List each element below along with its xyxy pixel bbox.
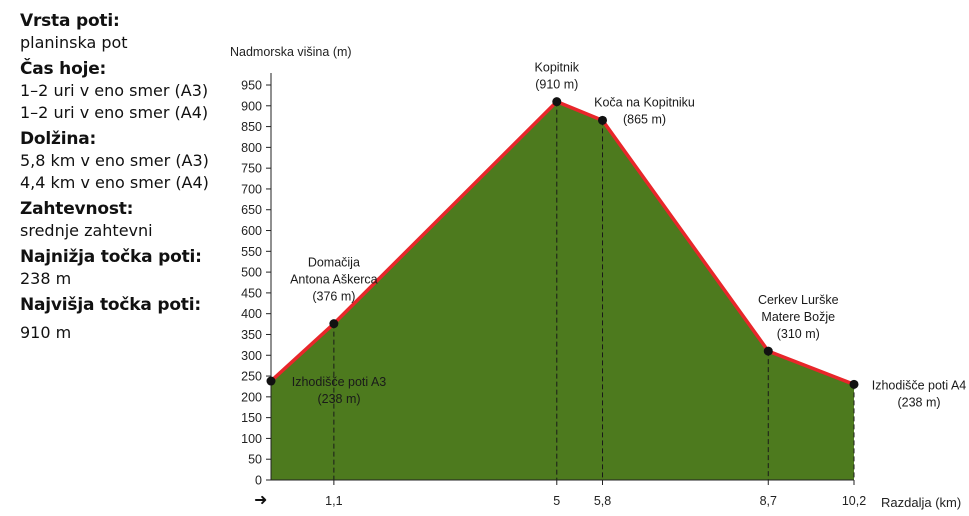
- point-label-line: Izhodišče poti A4: [872, 378, 967, 392]
- y-tick-label: 450: [241, 286, 262, 300]
- y-tick-label: 300: [241, 349, 262, 363]
- info-label: Čas hoje:: [20, 59, 107, 79]
- point-label-line: (910 m): [535, 78, 578, 92]
- y-tick-label: 0: [255, 474, 262, 488]
- info-value: srednje zahtevni: [20, 221, 153, 240]
- point-marker: [849, 379, 859, 389]
- point-label-line: (865 m): [623, 112, 666, 126]
- info-value: 4,4 km v eno smer (A4): [20, 173, 209, 192]
- x-tick-label: 1,1: [325, 494, 342, 508]
- point-label-line: Koča na Kopitniku: [594, 95, 695, 109]
- y-tick-label: 600: [241, 224, 262, 238]
- y-axis-label: Nadmorska višina (m): [230, 45, 352, 59]
- point-label-line: Kopitnik: [535, 61, 580, 75]
- info-label: Dolžina:: [20, 129, 97, 149]
- point-label-line: Matere Božje: [761, 310, 835, 324]
- point-label-line: Izhodišče poti A3: [292, 375, 387, 389]
- y-tick-label: 150: [241, 411, 262, 425]
- info-label: Zahtevnost:: [20, 199, 134, 219]
- y-tick-label: 250: [241, 370, 262, 384]
- y-tick-label: 350: [241, 328, 262, 342]
- y-tick-label: 650: [241, 203, 262, 217]
- y-tick-label: 750: [241, 162, 262, 176]
- point-label: Cerkev Lurške Matere Božje (310 m): [758, 293, 839, 341]
- info-value: 1–2 uri v eno smer (A4): [20, 103, 209, 122]
- info-label: Vrsta poti:: [20, 11, 120, 31]
- point-label-line: (376 m): [312, 290, 355, 304]
- point-label-line: (238 m): [897, 395, 940, 409]
- point-label-line: Cerkev Lurške: [758, 293, 839, 307]
- point-marker: [598, 115, 608, 125]
- point-label: Izhodišče poti A3 (238 m): [292, 375, 387, 406]
- x-axis-label: Razdalja (km): [881, 495, 961, 510]
- point-label-line: Antona Aškerca: [290, 273, 378, 287]
- point-marker: [763, 346, 773, 356]
- info-label: Najnižja točka poti:: [20, 247, 202, 267]
- point-label: Koča na Kopitniku (865 m): [594, 95, 695, 126]
- point-label: Izhodišče poti A4 (238 m): [872, 378, 967, 409]
- elevation-line: [269, 99, 855, 386]
- x-tick-label: 8,7: [760, 494, 777, 508]
- point-label: Domačija Antona Aškerca (376 m): [290, 256, 378, 304]
- y-tick-label: 100: [241, 432, 262, 446]
- elevation-area: [271, 101, 854, 480]
- y-tick-label: 700: [241, 182, 262, 196]
- point-marker: [329, 319, 339, 329]
- y-tick-label: 900: [241, 99, 262, 113]
- point-label: Kopitnik (910 m): [535, 61, 580, 92]
- trail-info-panel: Vrsta poti: planinska pot Čas hoje: 1–2 uri…: [20, 10, 225, 344]
- info-value: 5,8 km v eno smer (A3): [20, 151, 209, 170]
- x-tick-label: 5: [553, 494, 560, 508]
- x-tick-label: 10,2: [842, 494, 866, 508]
- y-tick-label: 400: [241, 307, 262, 321]
- y-tick-label: 50: [248, 453, 262, 467]
- y-tick-label: 850: [241, 120, 262, 134]
- point-label-line: (310 m): [777, 327, 820, 341]
- y-tick-label: 950: [241, 79, 262, 93]
- info-value: 1–2 uri v eno smer (A3): [20, 81, 209, 100]
- info-value: planinska pot: [20, 33, 128, 52]
- info-label: Najvišja točka poti:: [20, 295, 201, 315]
- y-tick-label: 550: [241, 245, 262, 259]
- y-tick-label: 500: [241, 266, 262, 280]
- direction-arrow-icon: ➜: [254, 492, 267, 509]
- info-value: 910 m: [20, 323, 72, 342]
- point-marker: [266, 376, 276, 386]
- point-label-line: Domačija: [308, 256, 360, 270]
- point-label-line: (238 m): [317, 392, 360, 406]
- point-marker: [552, 97, 562, 107]
- x-tick-label: 5,8: [594, 494, 611, 508]
- y-tick-label: 800: [241, 141, 262, 155]
- info-value: 238 m: [20, 269, 72, 288]
- y-tick-label: 200: [241, 390, 262, 404]
